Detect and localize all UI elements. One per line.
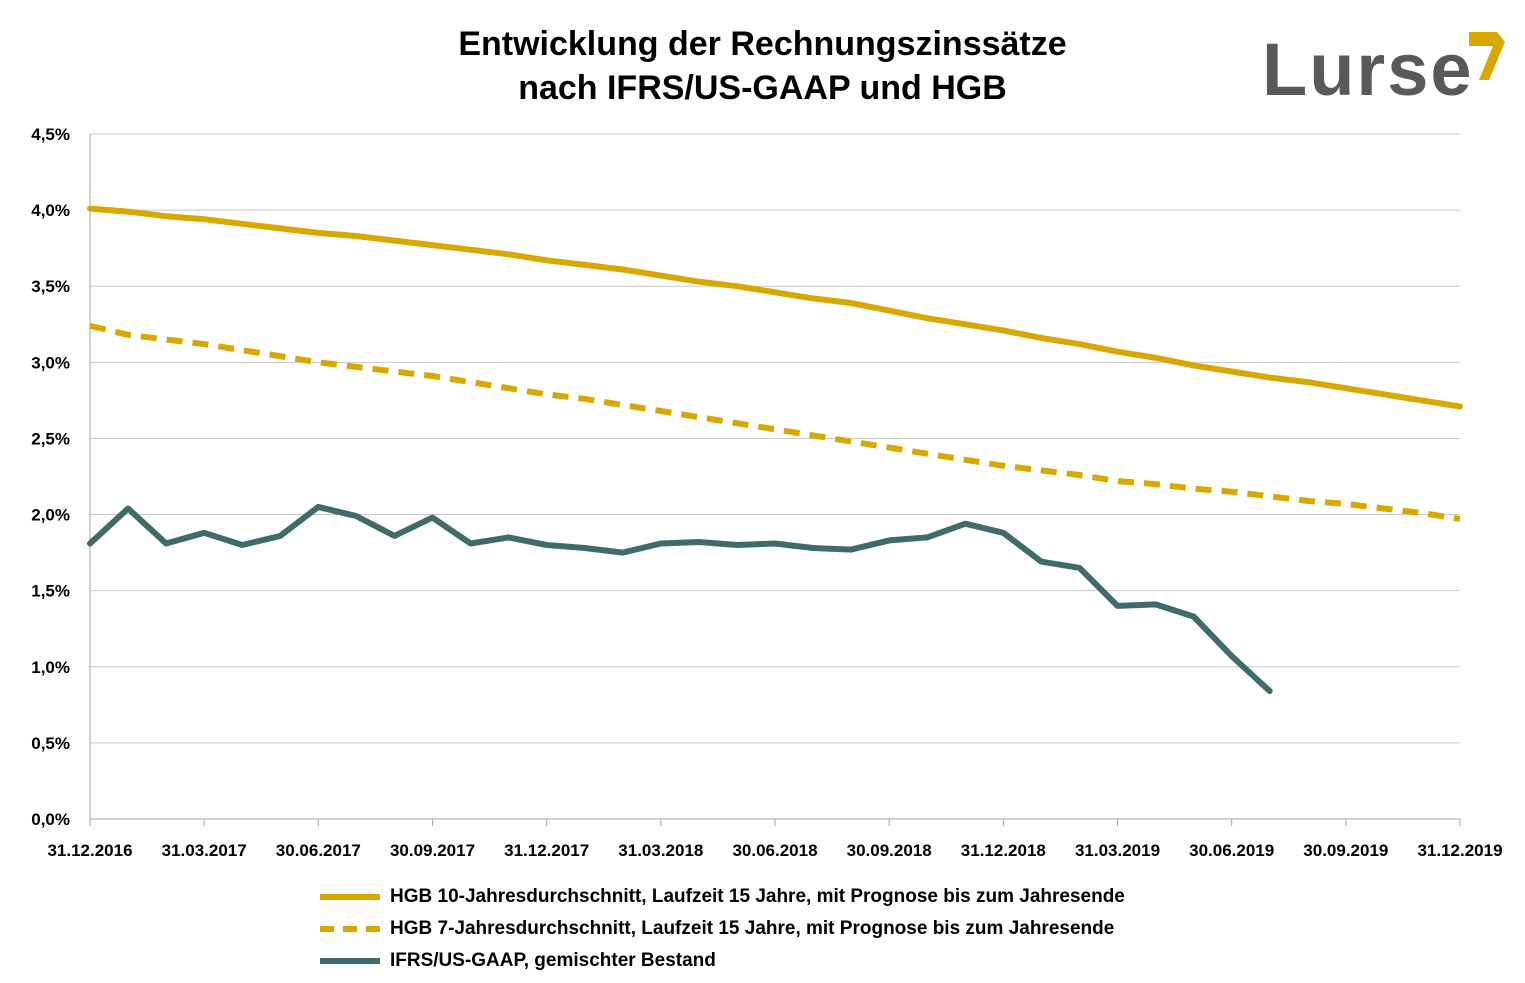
- y-tick-label: 3,0%: [31, 353, 70, 372]
- legend-swatch-ifrs: [320, 958, 380, 964]
- x-tick-label: 31.12.2017: [504, 841, 589, 860]
- chart-title: Entwicklung der Rechnungszinssätze nach …: [0, 22, 1525, 110]
- chart-title-line1: Entwicklung der Rechnungszinssätze: [458, 25, 1067, 63]
- y-tick-label: 1,0%: [31, 658, 70, 677]
- x-tick-label: 31.12.2016: [47, 841, 132, 860]
- y-tick-label: 0,0%: [31, 810, 70, 829]
- x-tick-label: 30.06.2019: [1189, 841, 1274, 860]
- legend-swatch-hgb10: [320, 894, 380, 900]
- legend-label-ifrs: IFRS/US-GAAP, gemischter Bestand: [390, 950, 716, 971]
- x-tick-label: 30.06.2017: [276, 841, 361, 860]
- x-tick-label: 31.03.2017: [162, 841, 247, 860]
- y-tick-label: 2,5%: [31, 429, 70, 448]
- legend-label-hgb7: HGB 7-Jahresdurchschnitt, Laufzeit 15 Ja…: [390, 918, 1115, 939]
- y-tick-label: 0,5%: [31, 734, 70, 753]
- y-tick-label: 3,5%: [31, 277, 70, 296]
- x-tick-label: 30.09.2017: [390, 841, 475, 860]
- x-tick-label: 30.09.2019: [1303, 841, 1388, 860]
- x-tick-label: 31.03.2018: [618, 841, 703, 860]
- x-tick-label: 31.03.2019: [1075, 841, 1160, 860]
- x-tick-label: 30.06.2018: [732, 841, 817, 860]
- lurse-logo: Lurse: [1262, 18, 1505, 111]
- legend-label-hgb10: HGB 10-Jahresdurchschnitt, Laufzeit 15 J…: [390, 886, 1125, 907]
- y-tick-label: 2,0%: [31, 506, 70, 525]
- y-tick-label: 4,5%: [31, 125, 70, 144]
- x-tick-label: 30.09.2018: [847, 841, 932, 860]
- legend-swatch-hgb7: [320, 926, 380, 932]
- y-tick-label: 1,5%: [31, 582, 70, 601]
- logo-arrow-icon: [1469, 32, 1505, 80]
- x-tick-label: 31.12.2019: [1417, 841, 1502, 860]
- y-tick-label: 4,0%: [31, 201, 70, 220]
- series-line-hgb10: [87, 205, 1463, 410]
- chart-title-line2: nach IFRS/US-GAAP und HGB: [518, 69, 1007, 107]
- series-line-ifrs: [87, 503, 1273, 695]
- series-line-hgb7: [89, 322, 1461, 523]
- logo-text: Lurse: [1262, 28, 1474, 111]
- x-tick-label: 31.12.2018: [961, 841, 1046, 860]
